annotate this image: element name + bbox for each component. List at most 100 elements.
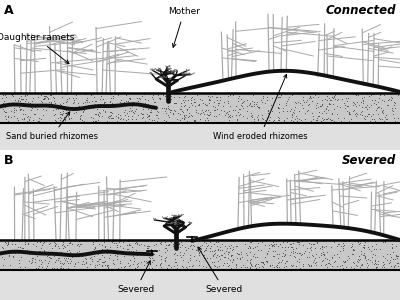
Point <box>374 264 381 269</box>
Point <box>317 245 323 250</box>
Point <box>375 100 382 105</box>
Point <box>314 117 320 122</box>
Point <box>45 105 52 110</box>
Point <box>348 120 354 124</box>
Point <box>187 120 194 124</box>
Point <box>364 103 370 107</box>
Point <box>241 98 247 103</box>
Point <box>47 255 54 260</box>
Text: Sand buried rhizomes: Sand buried rhizomes <box>6 112 98 141</box>
Point <box>306 241 312 245</box>
Point <box>353 103 360 108</box>
Point <box>149 117 156 122</box>
Point <box>15 250 21 255</box>
Point <box>324 116 331 120</box>
Point <box>107 253 113 258</box>
Point <box>128 248 134 253</box>
Point <box>221 261 228 266</box>
Point <box>253 101 259 106</box>
Point <box>220 104 226 109</box>
Point <box>66 239 73 244</box>
Point <box>370 112 376 117</box>
Point <box>162 93 168 98</box>
Point <box>157 263 163 268</box>
Point <box>150 97 156 102</box>
Point <box>45 119 51 124</box>
Point <box>390 250 396 254</box>
Point <box>306 91 312 96</box>
Point <box>383 112 389 117</box>
Point <box>130 110 136 114</box>
Point <box>275 106 281 110</box>
Point <box>163 242 170 247</box>
Point <box>292 267 298 272</box>
Point <box>101 240 108 244</box>
Point <box>72 261 78 266</box>
Point <box>0 96 6 100</box>
Point <box>225 98 231 103</box>
Point <box>302 110 308 115</box>
Point <box>314 240 320 245</box>
Point <box>326 101 332 106</box>
Point <box>255 116 261 121</box>
Point <box>285 244 292 249</box>
Point <box>165 112 172 117</box>
Point <box>138 242 144 246</box>
Point <box>62 258 69 262</box>
Point <box>175 110 181 115</box>
Point <box>288 107 294 112</box>
Point <box>111 105 118 110</box>
Point <box>157 96 163 101</box>
Point <box>251 117 258 122</box>
Point <box>335 97 341 102</box>
Point <box>191 244 198 249</box>
Point <box>274 115 281 119</box>
Point <box>206 246 213 250</box>
Point <box>206 97 212 102</box>
Point <box>340 265 346 270</box>
Point <box>373 247 379 251</box>
Point <box>311 256 318 261</box>
Point <box>108 239 115 244</box>
Point <box>227 242 234 247</box>
Point <box>134 119 141 124</box>
Point <box>125 117 131 122</box>
Point <box>230 107 236 112</box>
Point <box>273 242 280 247</box>
Point <box>354 99 360 104</box>
Point <box>45 261 52 266</box>
Point <box>74 243 80 248</box>
Point <box>292 249 298 254</box>
Point <box>319 244 325 249</box>
Point <box>106 114 113 118</box>
Point <box>308 111 315 116</box>
Point <box>60 108 66 113</box>
Point <box>290 247 296 251</box>
Point <box>110 103 116 107</box>
Point <box>329 112 335 117</box>
Bar <box>0 93 400 123</box>
Point <box>110 238 116 243</box>
Point <box>386 97 392 102</box>
Point <box>331 93 337 98</box>
Point <box>26 239 32 244</box>
Point <box>372 260 378 265</box>
Point <box>276 105 282 110</box>
Point <box>5 242 11 246</box>
Point <box>56 250 63 255</box>
Point <box>75 249 82 254</box>
Point <box>52 118 59 123</box>
Point <box>365 245 372 250</box>
Point <box>238 103 244 108</box>
Point <box>244 98 250 102</box>
Point <box>364 265 370 269</box>
Point <box>185 111 192 116</box>
Point <box>118 98 124 103</box>
Point <box>274 251 280 256</box>
Point <box>55 107 61 112</box>
Point <box>96 262 103 267</box>
Point <box>0 99 7 103</box>
Point <box>124 247 131 251</box>
Point <box>14 118 21 123</box>
Point <box>58 250 64 255</box>
